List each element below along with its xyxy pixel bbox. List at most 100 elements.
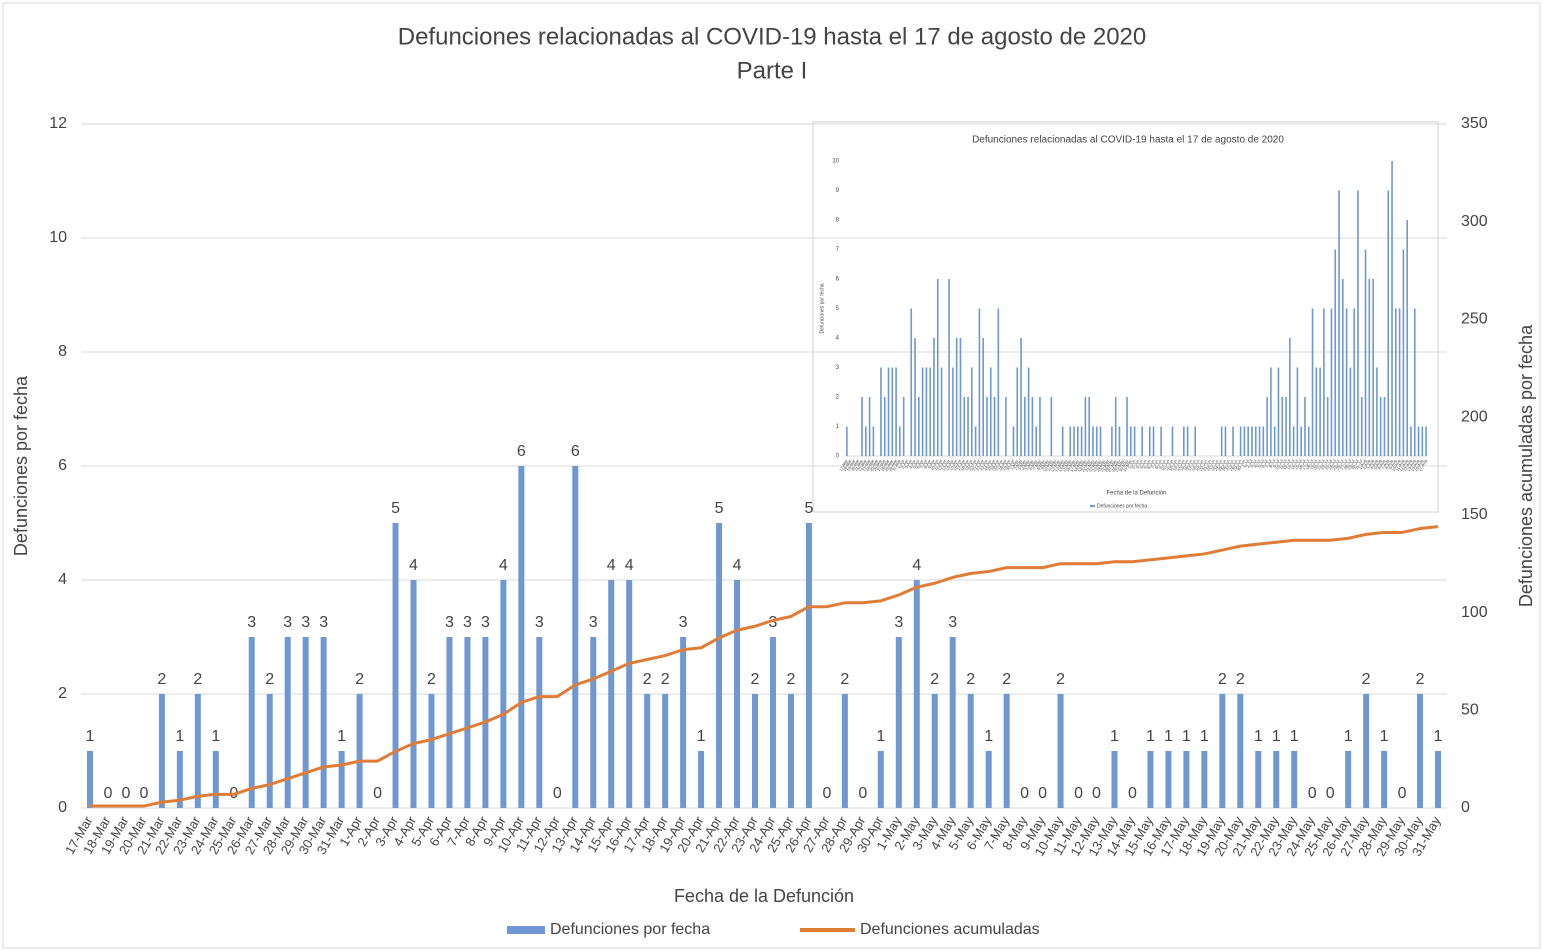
bar: [865, 426, 867, 456]
bar: [1381, 751, 1388, 808]
bar: [974, 426, 977, 456]
data-label: 2: [1218, 671, 1227, 688]
x-tick-label: 26-Apr: [990, 458, 1001, 471]
x-tick-label: 18-May: [1072, 459, 1083, 473]
y-tick-label: 8: [58, 343, 67, 360]
x-tick-label: 23-Apr: [978, 458, 989, 471]
bar: [1141, 426, 1143, 456]
x-tick-label: 25-Jun: [1217, 459, 1227, 472]
x-tick-label: 20-May: [1080, 459, 1091, 473]
x-tick-label: 7-Jul: [1264, 458, 1273, 468]
bar: [1364, 249, 1367, 456]
bar: [752, 694, 759, 808]
bar: [1194, 426, 1196, 456]
data-label: 2: [661, 671, 670, 688]
x-tick-label: 4-May: [1021, 459, 1031, 471]
bar: [680, 637, 687, 808]
data-label: 2: [1002, 671, 1011, 688]
data-label: 6: [517, 443, 526, 460]
x-tick-label: 8-May: [1036, 459, 1046, 471]
x-tick-label: 30-May: [1118, 459, 1129, 473]
y-tick-label: 5: [836, 306, 840, 312]
bar: [933, 338, 935, 456]
x-tick-label: 29-May: [1114, 459, 1125, 473]
x-tick-label: 2-May: [1013, 459, 1023, 471]
data-label: 1: [1434, 728, 1443, 745]
y-tick-label: 9: [836, 188, 840, 194]
x-tick-label: 26-Jun: [1221, 459, 1231, 472]
y-tick-label: 10: [832, 159, 839, 165]
bar: [1417, 426, 1420, 456]
data-label: 1: [1254, 728, 1263, 745]
y-axis-label: Defunciones por fecha: [11, 375, 31, 556]
x-tick-label: 7-Aug: [1380, 459, 1390, 471]
bar: [1292, 426, 1295, 456]
x-tick-label: 11-Jun: [1164, 459, 1174, 472]
bar: [880, 367, 882, 456]
x-tick-label: 25-Mar: [868, 458, 879, 472]
x-tick-label: 3-May: [1017, 459, 1027, 471]
x-tick-label: 29-Mar: [883, 458, 894, 472]
bar: [1088, 397, 1090, 456]
x-tick-label: 12-Aug: [1398, 459, 1409, 473]
bar: [967, 694, 974, 808]
x-axis-label: Fecha de la Defunción: [674, 886, 854, 906]
bar: [626, 580, 633, 808]
bar: [1410, 426, 1412, 456]
data-label: 3: [319, 614, 328, 631]
bar: [1232, 426, 1234, 456]
data-label: 4: [733, 557, 742, 574]
x-tick-label: 13-Jul: [1286, 458, 1296, 470]
data-label: 6: [571, 443, 580, 460]
legend-label: Defunciones acumuladas: [860, 921, 1040, 938]
data-label: 2: [1236, 671, 1245, 688]
x-tick-label: 19-May: [1076, 459, 1087, 473]
x-tick-label: 14-May: [1057, 459, 1068, 473]
bar: [1254, 426, 1257, 456]
x-tick-label: 9-Jul: [1272, 458, 1281, 468]
y2-tick-label: 0: [1461, 799, 1470, 816]
data-label: 2: [840, 671, 849, 688]
data-label: 0: [1092, 785, 1101, 802]
bar: [1111, 751, 1118, 808]
data-label: 0: [139, 785, 148, 802]
x-tick-label: 14-Aug: [1406, 459, 1417, 473]
x-tick-label: 24-Apr: [982, 458, 993, 471]
bar: [1031, 397, 1034, 456]
bar: [1114, 397, 1117, 456]
data-label: 0: [1074, 785, 1083, 802]
y2-tick-label: 300: [1461, 213, 1488, 230]
bar: [302, 637, 309, 808]
bar: [1281, 397, 1284, 456]
x-tick-label: 29-Jun: [1232, 459, 1242, 472]
x-tick-label: 18-Mar: [842, 458, 853, 472]
x-tick-label: 29-Apr: [1001, 458, 1012, 471]
x-tick-label: 6-Jun: [1146, 459, 1155, 470]
bar: [1372, 279, 1374, 456]
bar: [1201, 751, 1208, 808]
x-tick-label: 10-Jul: [1274, 458, 1284, 470]
data-label: 2: [193, 671, 202, 688]
bar: [877, 751, 884, 808]
x-tick-label: 27-May: [1106, 459, 1117, 473]
x-tick-label: 27-Mar: [876, 458, 887, 472]
x-tick-label: 18-Apr: [959, 458, 970, 471]
bar: [1095, 426, 1098, 456]
x-tick-label: 8-Jul: [1268, 458, 1277, 468]
bar: [1020, 338, 1022, 456]
x-tick-label: 21-Jun: [1202, 459, 1212, 472]
y2-axis-label: Defunciones acumuladas por fecha: [1516, 324, 1536, 607]
bar: [1395, 308, 1397, 456]
bar: [1398, 308, 1401, 456]
bar: [212, 751, 219, 808]
bar: [356, 694, 363, 808]
x-tick-label: 16-Apr: [952, 458, 963, 471]
x-tick-label: 17-May: [1069, 459, 1080, 473]
bar: [1379, 397, 1382, 456]
bar: [1118, 426, 1121, 456]
data-label: 0: [553, 785, 562, 802]
bar: [1224, 426, 1227, 456]
data-label: 2: [966, 671, 975, 688]
data-label: 1: [211, 728, 220, 745]
bar: [410, 580, 417, 808]
